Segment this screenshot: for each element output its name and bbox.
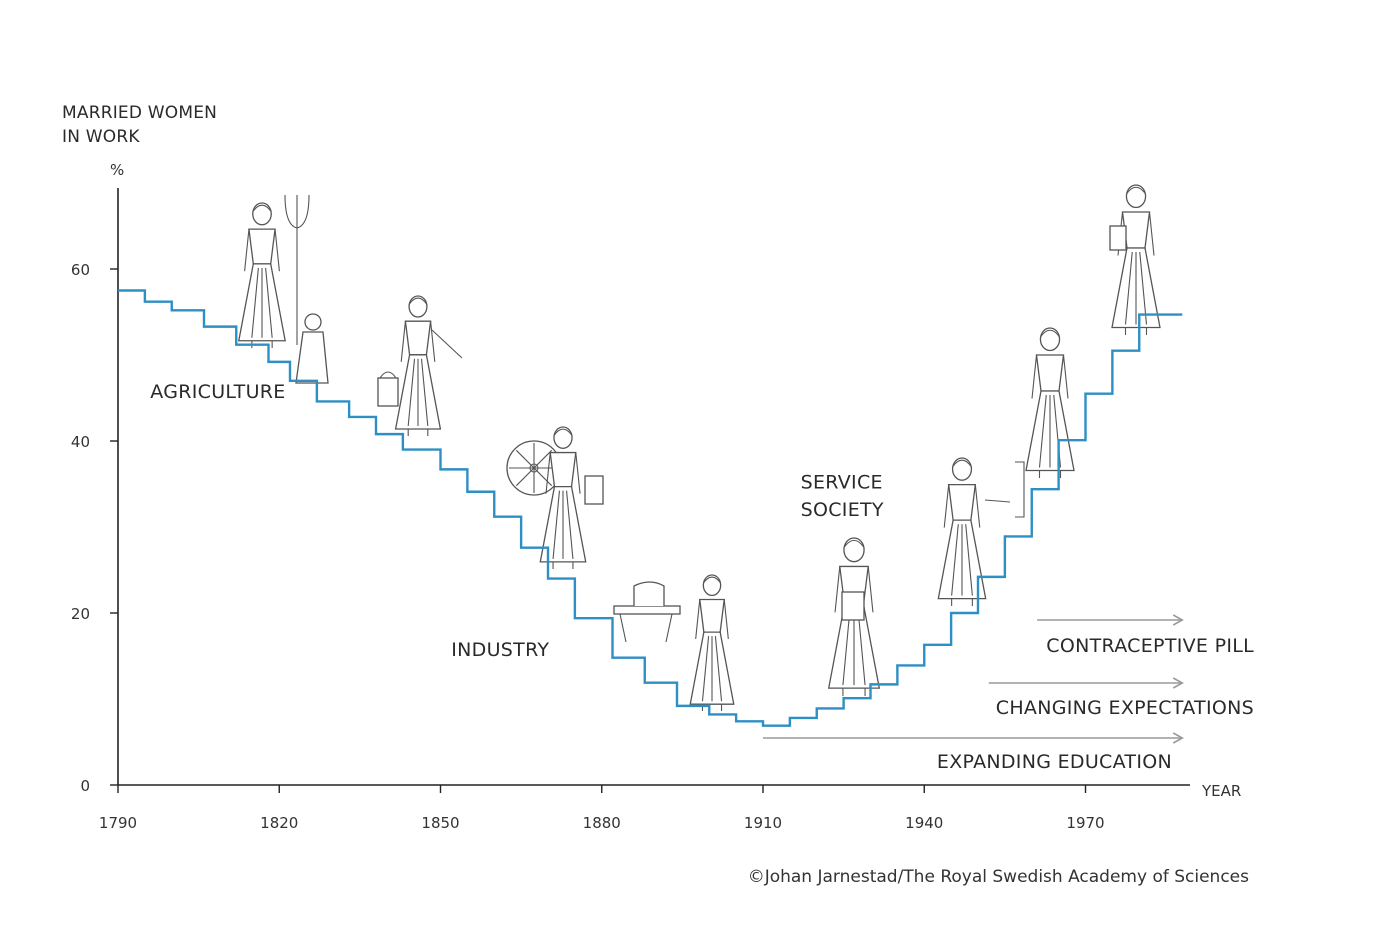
x-tick-label: 1820 <box>260 814 298 832</box>
y-tick-label: 60 <box>71 261 90 279</box>
x-tick-label: 1940 <box>905 814 943 832</box>
woman-in-suit-icon <box>1025 327 1075 478</box>
sewing-machine-icon <box>613 581 681 643</box>
factor-label: CONTRACEPTIVE PILL <box>1046 635 1254 657</box>
era-label: SERVICE <box>801 471 883 493</box>
woman-with-bucket-icon <box>377 295 463 436</box>
woman-at-switchboard-icon <box>937 457 1025 606</box>
y-axis-title-line-1: MARRIED WOMEN <box>62 103 217 123</box>
factor-arrow-head <box>1172 677 1184 689</box>
y-tick-label: 20 <box>71 605 90 623</box>
era-label: AGRICULTURE <box>150 381 285 403</box>
illustrations <box>238 184 1161 711</box>
era-label: INDUSTRY <box>451 639 549 661</box>
credit-text: ©Johan Jarnestad/The Royal Swedish Acade… <box>748 867 1249 887</box>
annotations: AGRICULTURE INDUSTRY SERVICE SOCIETY <box>150 381 884 661</box>
woman-with-bag-icon <box>1109 184 1161 335</box>
woman-standing-icon <box>539 426 587 569</box>
child-sitting-icon <box>295 313 329 384</box>
x-tick-label: 1850 <box>421 814 459 832</box>
factor-arrow-head <box>1172 614 1184 626</box>
woman-with-pitchfork-icon <box>238 194 310 348</box>
x-ticks: 1790 1820 1850 1880 1910 1940 1970 <box>99 785 1105 832</box>
x-tick-label: 1910 <box>744 814 782 832</box>
y-tick-label: 0 <box>80 777 90 795</box>
x-tick-label: 1790 <box>99 814 137 832</box>
y-axis-unit: % <box>110 161 124 179</box>
factor-label: CHANGING EXPECTATIONS <box>996 697 1254 719</box>
era-label: SOCIETY <box>801 499 884 521</box>
x-tick-label: 1970 <box>1066 814 1104 832</box>
series-line <box>118 289 1183 727</box>
factor-arrows: CONTRACEPTIVE PILL CHANGING EXPECTATIONS E… <box>763 614 1254 773</box>
woman-in-apron-icon <box>689 574 735 711</box>
y-tick-label: 40 <box>71 433 90 451</box>
factor-arrow-head <box>1172 732 1184 744</box>
x-axis-title: YEAR <box>1201 782 1241 800</box>
factor-label: EXPANDING EDUCATION <box>937 751 1172 773</box>
y-ticks: 0 20 40 60 <box>71 261 118 795</box>
x-tick-label: 1880 <box>583 814 621 832</box>
y-axis-title-line-2: IN WORK <box>62 127 140 147</box>
woman-with-book-icon <box>827 537 881 696</box>
